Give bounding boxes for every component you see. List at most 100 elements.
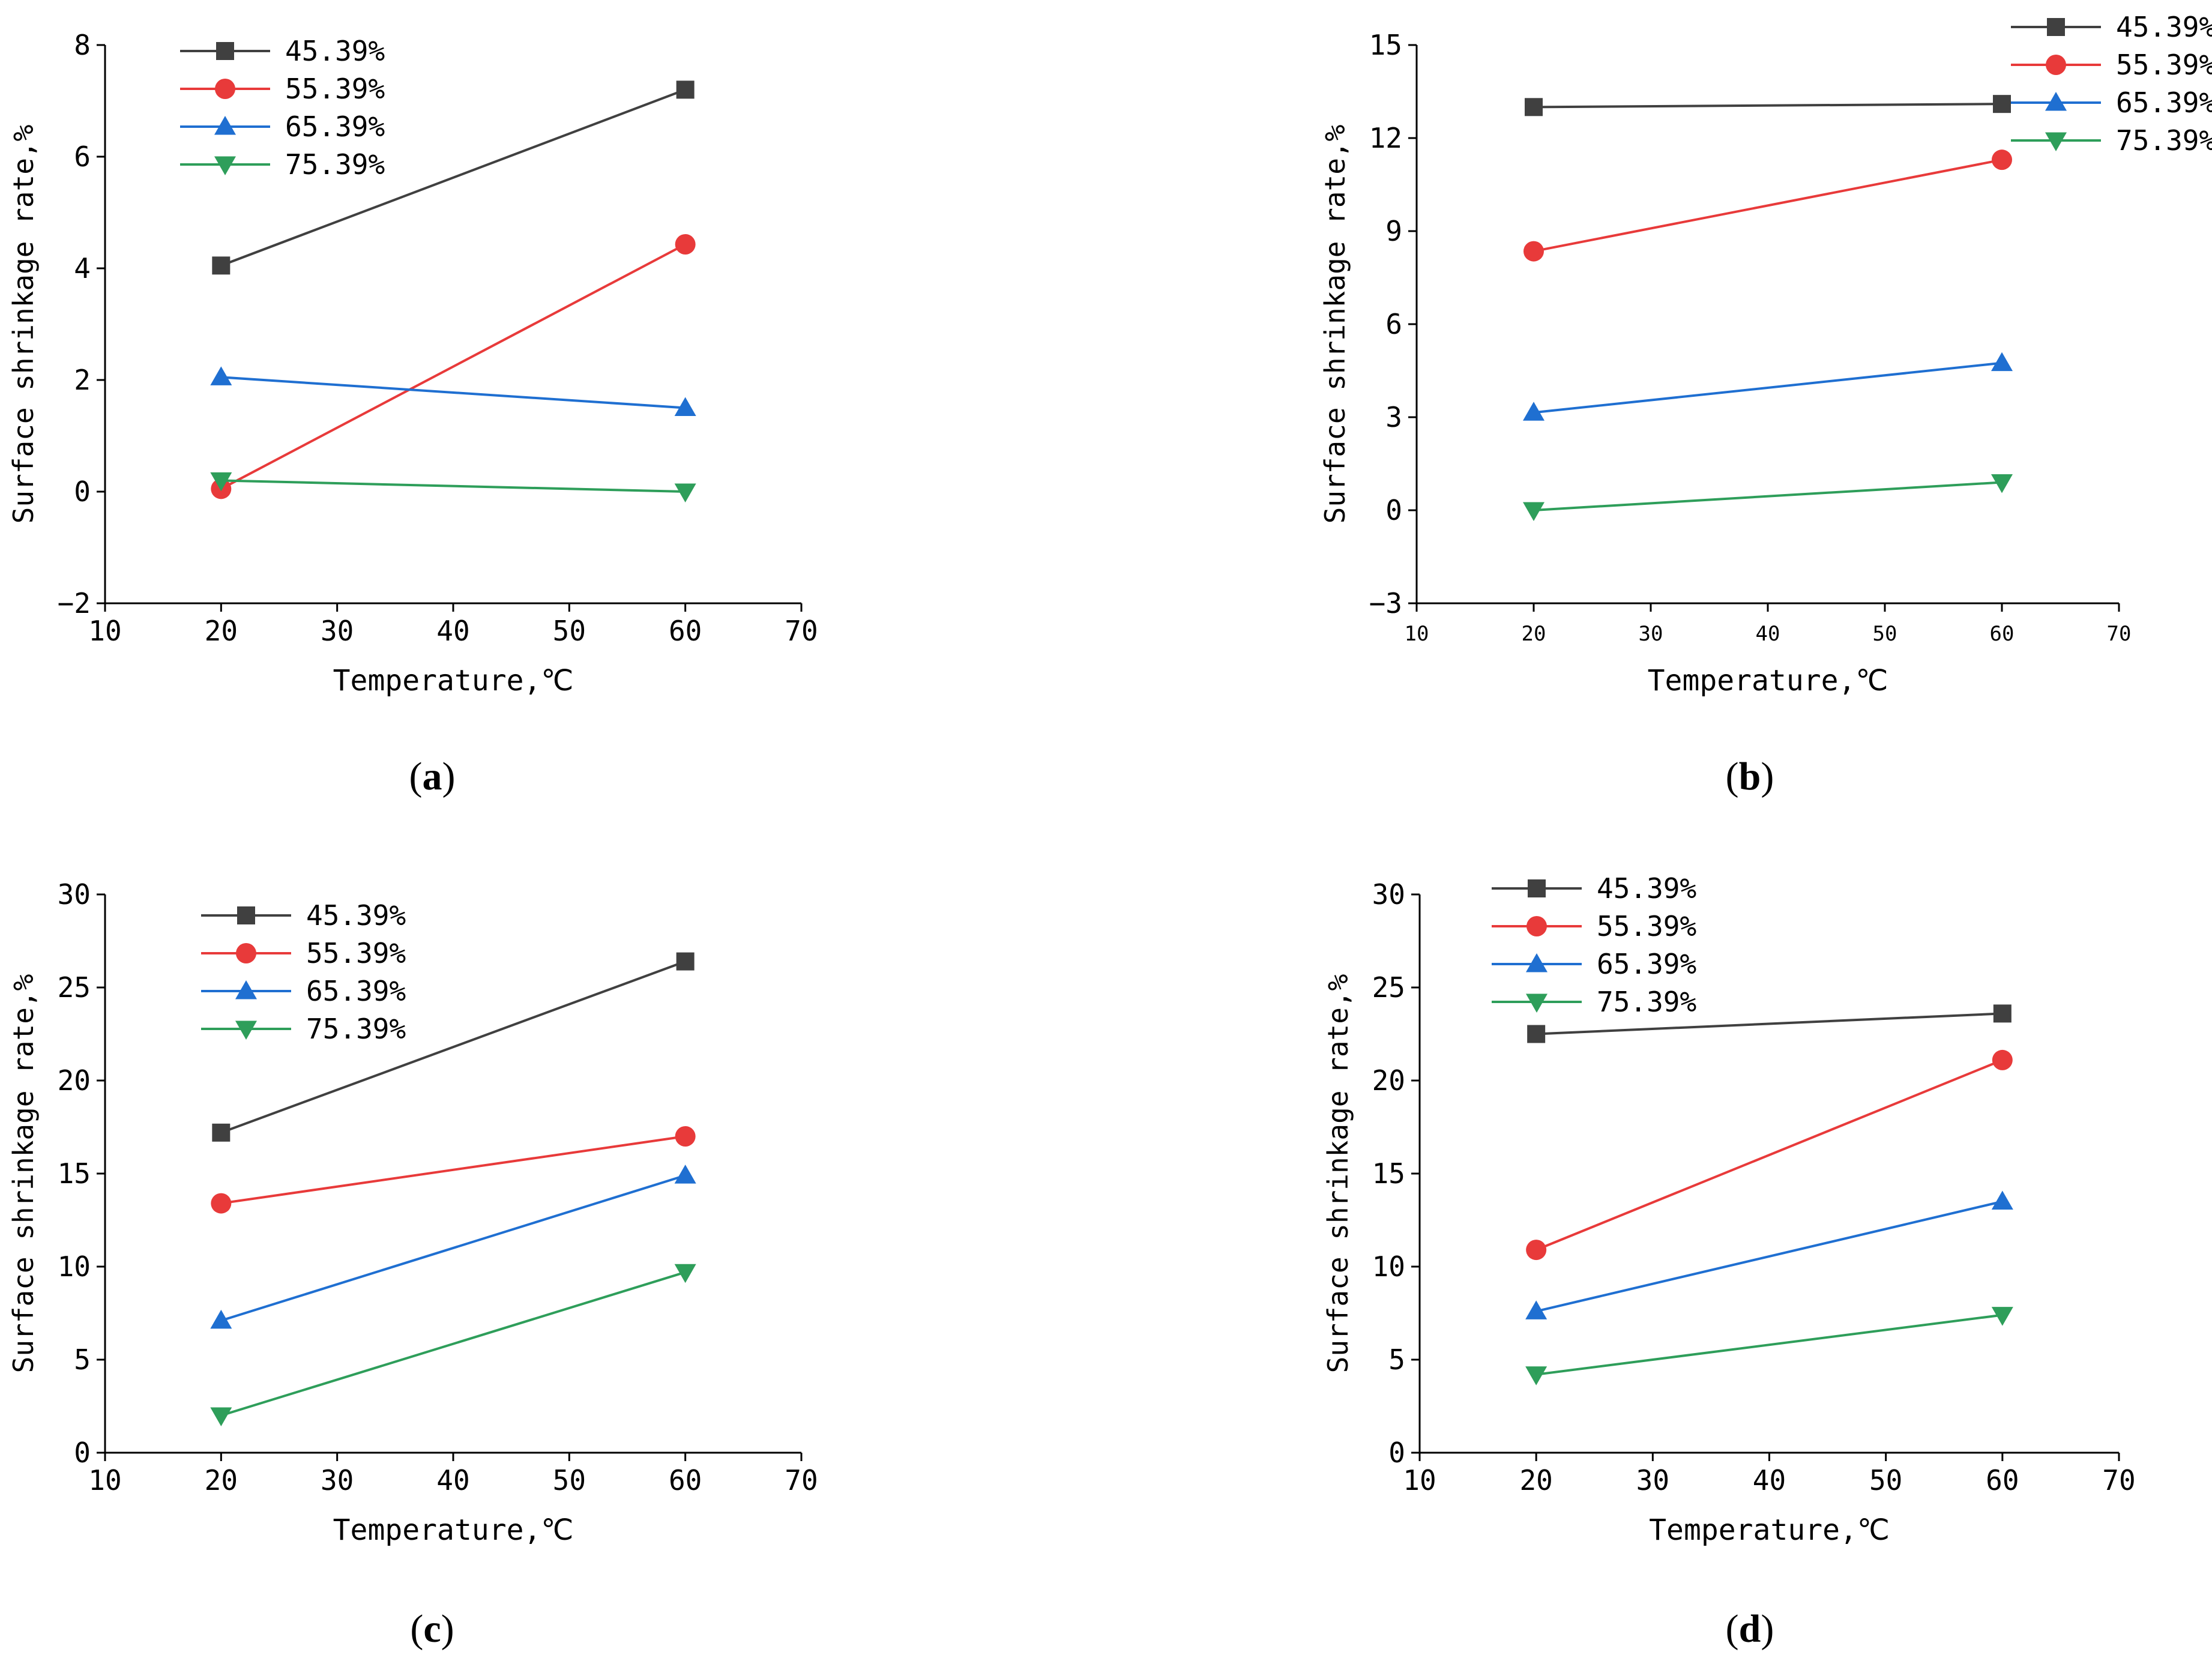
data-point [212,256,231,275]
panel-c: 0 5 10 15 20 25 30 10 20 30 40 50 60 70 Temperature,℃ S… [7,878,818,1651]
x-tick-label: 50 [553,1464,586,1497]
data-point [674,1264,696,1283]
x-tick-label: 60 [1986,1464,2019,1497]
legend-marker [214,116,236,135]
data-point [676,952,695,971]
legend-label: 75.39% [285,148,385,181]
y-tick-label: 30 [58,878,91,911]
x-axis-label: Temperature,℃ [1649,1513,1890,1547]
panel-label: (a) [409,755,456,798]
y-tick-label: 0 [74,475,91,508]
legend-label: 45.39% [2116,11,2212,43]
x-tick-label: 20 [1522,622,1546,646]
data-point [1526,1240,1547,1261]
x-tick-label: 70 [785,1464,818,1497]
x-tick-label: 70 [2107,622,2132,646]
y-tick-label: 15 [1372,1157,1405,1190]
y-tick-label: 4 [74,252,91,285]
y-tick-label: 6 [1385,308,1402,340]
series-line [221,1135,686,1205]
data-point [674,397,696,416]
series-line [1535,1313,2003,1376]
data-point [1525,1366,1547,1385]
legend-label: 45.39% [1597,872,1696,905]
data-point [210,1407,232,1426]
panel-b: −3 0 3 6 9 12 15 10 20 30 40 50 60 70 Temperature,℃ Sur… [1319,11,2212,798]
legend-marker [1528,879,1546,897]
x-tick-label: 40 [436,615,469,647]
data-point [1993,1004,2012,1023]
y-tick-label: 5 [74,1343,91,1376]
data-point [675,1126,696,1147]
x-tick-label: 60 [1990,622,2015,646]
legend-label: 65.39% [2116,86,2212,119]
legend-marker [1526,953,1547,972]
y-tick-label: 10 [1372,1250,1405,1283]
data-point [211,1193,232,1214]
y-tick-label: 0 [1385,494,1402,526]
y-tick-label: 15 [1369,29,1402,61]
data-point [1991,474,2013,493]
y-tick-label: 25 [58,971,91,1004]
legend-marker [1526,993,1547,1013]
y-tick-label: 20 [1372,1064,1405,1097]
x-axis-label: Temperature,℃ [333,1513,574,1547]
x-tick-label: 60 [669,615,702,647]
x-tick-label: 70 [2102,1464,2135,1497]
x-tick-label: 30 [321,615,354,647]
legend-label: 45.39% [285,35,385,67]
series-line [1533,158,2003,253]
legend-label: 65.39% [285,110,385,143]
series-line [1533,103,2003,109]
y-axis-label: Surface shrinkage rate,% [1319,125,1351,524]
legend-label: 75.39% [306,1013,406,1045]
legend-marker [216,42,234,60]
data-point [1523,402,1544,421]
data-point [210,366,232,385]
panel-a: −2 0 2 4 6 8 10 20 30 40 50 60 70 Temperature,℃ Surfac… [7,29,818,798]
data-point [674,483,696,502]
legend-label: 55.39% [285,73,385,105]
data-point [1991,1190,2013,1210]
x-tick-label: 40 [1753,1464,1786,1497]
x-tick-label: 10 [88,615,121,647]
legend-marker [235,980,257,999]
series-line [220,960,686,1134]
y-tick-label: 12 [1369,122,1402,154]
y-tick-label: 10 [58,1250,91,1283]
panel-label: (d) [1726,1607,1774,1651]
x-tick-label: 50 [1873,622,1897,646]
legend-label: 65.39% [1597,948,1696,980]
series-line [221,479,686,493]
x-tick-label: 30 [1636,1464,1669,1497]
legend-marker [1526,916,1547,936]
y-tick-label: 9 [1385,215,1402,247]
series-line [220,243,686,490]
y-tick-label: 2 [74,364,91,396]
x-tick-label: 10 [1403,1464,1436,1497]
x-tick-label: 30 [1639,622,1663,646]
legend-marker [237,906,255,924]
data-point [212,1123,231,1142]
y-tick-label: 0 [74,1436,91,1469]
panel-d: 0 5 10 15 20 25 30 10 20 30 40 50 60 70 Temperature,℃ S… [1322,872,2136,1651]
series-line [1536,1012,2003,1036]
series-line [220,1271,686,1417]
legend-marker [2045,132,2067,151]
legend-label: 65.39% [306,975,406,1007]
y-tick-label: 0 [1388,1436,1405,1469]
y-tick-label: 20 [58,1064,91,1097]
series-line [1535,1200,2003,1313]
legend-marker [215,79,235,99]
data-point [1527,1025,1546,1043]
series-line [220,88,686,267]
legend-marker [235,1020,257,1040]
y-tick-label: −2 [58,587,91,619]
series-line [220,1174,686,1322]
data-point [210,472,232,492]
legend-marker [2047,18,2065,36]
legend-label: 75.39% [1597,986,1696,1018]
legend-marker [236,943,256,963]
x-tick-label: 50 [553,615,586,647]
